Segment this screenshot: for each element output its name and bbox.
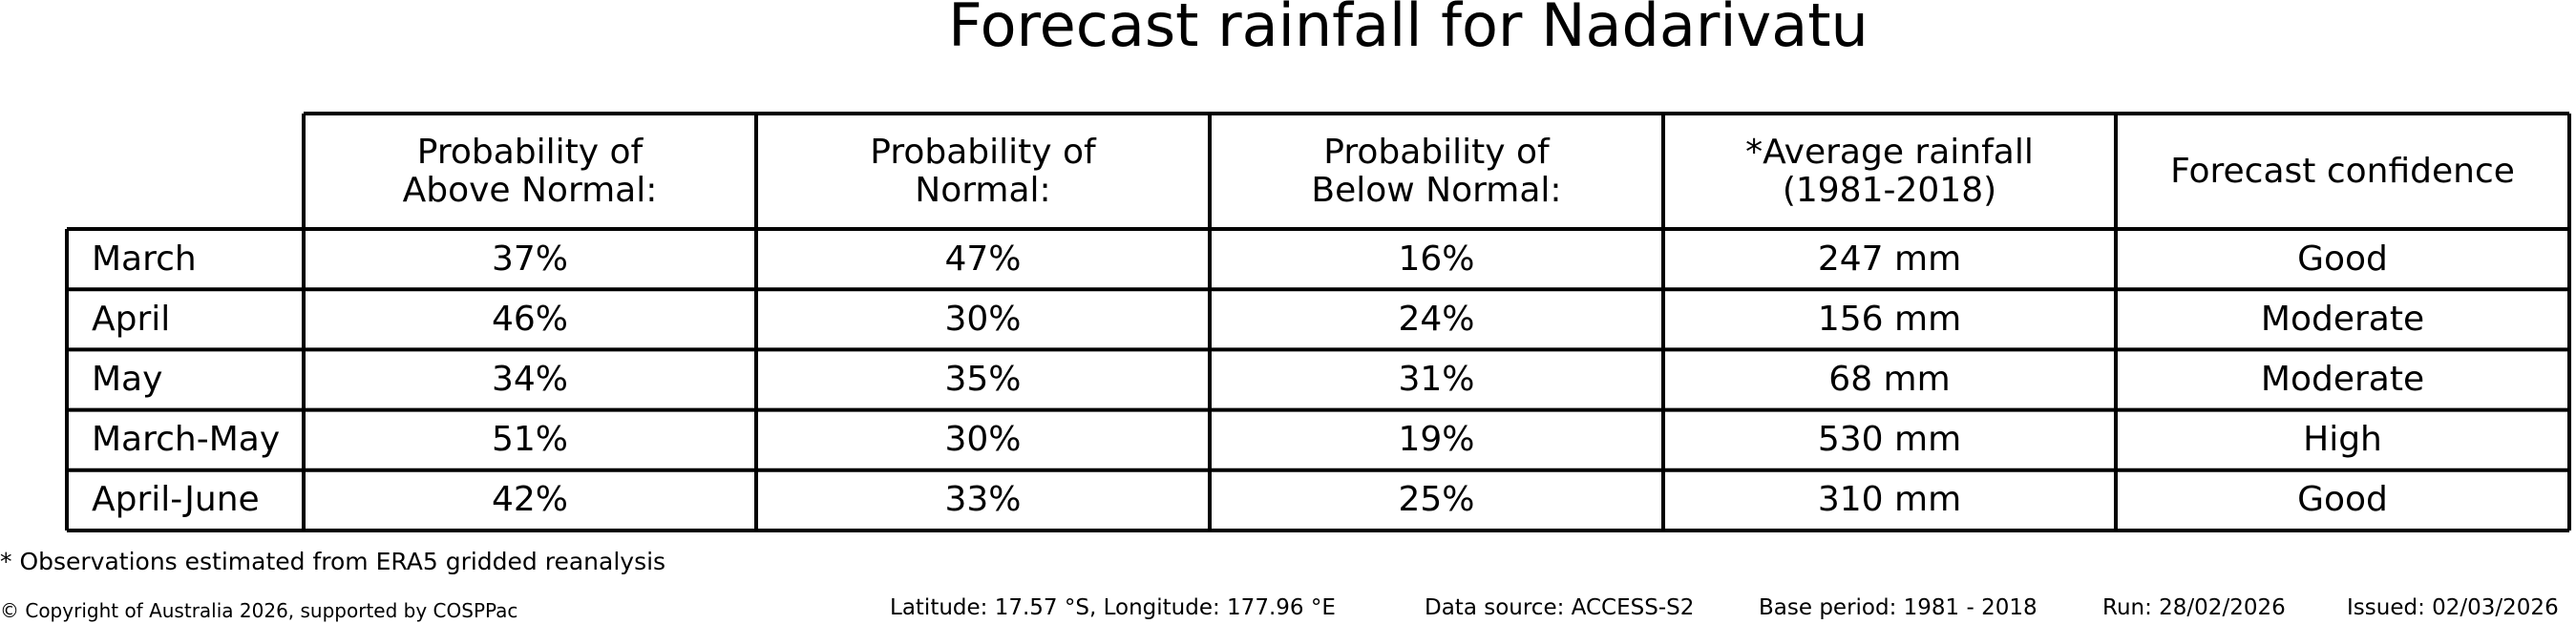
table-cell: Moderate	[2260, 359, 2425, 399]
location-text: Latitude: 17.57 °S, Longitude: 177.96 °E	[890, 595, 1336, 620]
row-label: March	[92, 239, 197, 279]
run-date-text: Run: 28/02/2026	[2102, 595, 2286, 620]
table-cell: 34%	[491, 359, 568, 399]
row-label: April-June	[92, 480, 260, 520]
column-header: Probability of Normal:	[870, 132, 1096, 210]
table-cell: 24%	[1398, 299, 1475, 339]
base-period-text: Base period: 1981 - 2018	[1759, 595, 2038, 620]
table-cell: Good	[2297, 239, 2388, 279]
column-header: Forecast confidence	[2170, 151, 2515, 191]
table-cell: 68 mm	[1828, 359, 1951, 399]
table-cell: 247 mm	[1817, 239, 1962, 279]
row-label: May	[92, 359, 163, 399]
column-header: Probability of Below Normal:	[1311, 132, 1562, 210]
table-cell: 35%	[944, 359, 1022, 399]
table-cell: 25%	[1398, 480, 1475, 520]
column-header: *Average rainfall (1981-2018)	[1745, 132, 2034, 210]
table-cell: 42%	[491, 480, 568, 520]
table-cell: 156 mm	[1817, 299, 1962, 339]
issued-date-text: Issued: 02/03/2026	[2347, 595, 2559, 620]
table-cell: 530 mm	[1817, 420, 1962, 460]
table-cell: High	[2303, 420, 2382, 460]
table-cell: 19%	[1398, 420, 1475, 460]
table-cell: Moderate	[2260, 299, 2425, 339]
table-cell: 31%	[1398, 359, 1475, 399]
table-cell: 46%	[491, 299, 568, 339]
table-cell: 16%	[1398, 239, 1475, 279]
column-header: Probability of Above Normal:	[402, 132, 658, 210]
table-cell: 37%	[491, 239, 568, 279]
table-cell: 30%	[944, 299, 1022, 339]
table-cell: 30%	[944, 420, 1022, 460]
table-cell: 310 mm	[1817, 480, 1962, 520]
table-cell: 33%	[944, 480, 1022, 520]
data-source-text: Data source: ACCESS-S2	[1425, 595, 1695, 620]
observation-note: * Observations estimated from ERA5 gridd…	[0, 548, 666, 575]
copyright-text: © Copyright of Australia 2026, supported…	[0, 599, 518, 622]
row-label: March-May	[92, 420, 281, 460]
table-cell: 47%	[944, 239, 1022, 279]
row-label: April	[92, 299, 171, 339]
table-cell: 51%	[491, 420, 568, 460]
chart-title: Forecast rainfall for Nadarivatu	[948, 0, 1869, 60]
table-cell: Good	[2297, 480, 2388, 520]
